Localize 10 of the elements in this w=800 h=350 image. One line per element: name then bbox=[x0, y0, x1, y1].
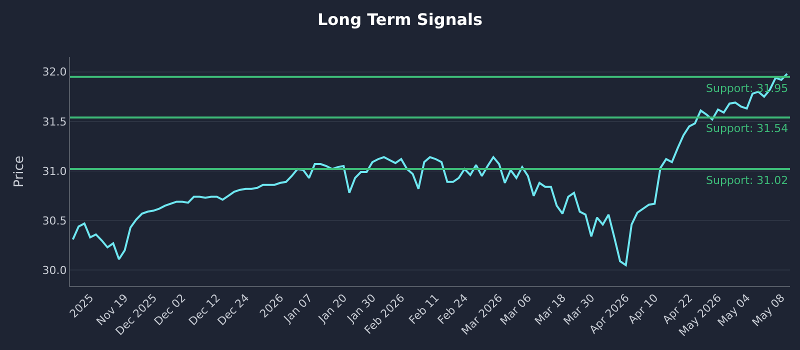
y-tick-label: 30.0 bbox=[42, 264, 67, 277]
ref-line-label: Support: 31.02 bbox=[706, 174, 788, 187]
y-tick-label: 32.0 bbox=[42, 66, 67, 79]
ref-line-label: Support: 31.54 bbox=[706, 122, 788, 135]
line-series bbox=[72, 72, 788, 266]
y-axis-title: Price bbox=[12, 156, 28, 188]
chart-title: Long Term Signals bbox=[317, 10, 483, 30]
y-tick-label: 30.5 bbox=[42, 214, 67, 228]
y-tick-label: 31.0 bbox=[42, 164, 67, 178]
y-tick-label: 31.5 bbox=[42, 115, 67, 128]
